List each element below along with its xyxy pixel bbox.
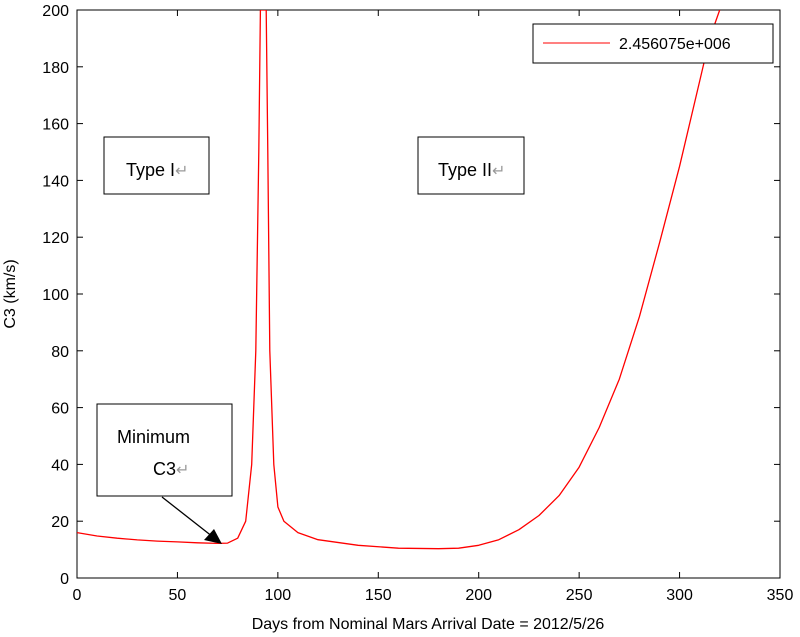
annotation-text: Type I↵ (126, 160, 188, 180)
annotation-arrow-shaft (161, 496, 214, 538)
annotation-box (417, 136, 525, 195)
x-tick-label: 300 (666, 587, 693, 604)
annotation-box (96, 403, 233, 497)
x-tick-label: 150 (365, 587, 392, 604)
y-tick-label: 160 (42, 117, 69, 134)
y-tick-label: 60 (51, 401, 69, 418)
annotation-type-i: Type I↵ (103, 136, 210, 195)
y-tick-label: 0 (60, 571, 69, 588)
y-tick-label: 20 (51, 514, 69, 531)
annotation-arrow-head (204, 529, 222, 544)
legend-entry: 2.456075e+006 (619, 36, 731, 53)
y-tick-label: 40 (51, 457, 69, 474)
x-tick-label: 200 (465, 587, 492, 604)
y-tick-label: 180 (42, 60, 69, 77)
x-axis-label: Days from Nominal Mars Arrival Date = 20… (252, 616, 605, 633)
return-mark: ↵ (492, 161, 505, 180)
annotation-text: C3↵ (153, 459, 189, 479)
legend: 2.456075e+006 (532, 23, 774, 64)
y-axis: 0 20 40 60 80 100 120 140 160 180 200 (42, 3, 780, 588)
annotation-type-ii: Type II↵ (417, 136, 525, 195)
annotation-text: Type II↵ (438, 160, 505, 180)
return-mark: ↵ (175, 161, 188, 180)
y-tick-label: 100 (42, 287, 69, 304)
x-axis: 0 50 100 150 200 250 300 350 (73, 10, 794, 604)
x-tick-label: 100 (265, 587, 292, 604)
annotation-line: Type II (438, 160, 492, 180)
y-tick-label: 200 (42, 3, 69, 20)
x-tick-label: 0 (73, 587, 82, 604)
annotation-box (103, 136, 210, 195)
x-tick-label: 250 (566, 587, 593, 604)
y-axis-label: C3 (km/s) (2, 259, 19, 328)
y-tick-label: 80 (51, 344, 69, 361)
series-layer (77, 10, 721, 550)
x-tick-label: 50 (169, 587, 187, 604)
x-tick-label: 350 (767, 587, 794, 604)
y-tick-label: 140 (42, 173, 69, 190)
y-tick-label: 120 (42, 230, 69, 247)
annotation-line: C3 (153, 459, 176, 479)
annotation-line: Minimum (117, 427, 190, 447)
series-line (77, 10, 721, 550)
return-mark: ↵ (176, 460, 189, 479)
annotation-line: Type I (126, 160, 175, 180)
annotation-minimum-c3: Minimum C3↵ (96, 403, 233, 544)
